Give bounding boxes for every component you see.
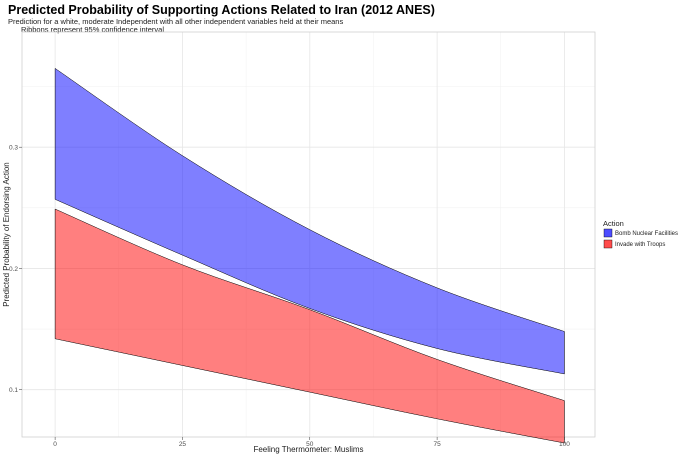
- legend-title: Action: [603, 219, 624, 228]
- x-tick-label: 25: [179, 441, 187, 448]
- y-tick-label: 0.1: [9, 387, 18, 394]
- y-tick-label: 0.3: [9, 144, 18, 151]
- ribbons: [54, 68, 565, 444]
- y-axis-title: Predicted Probability of Endorsing Actio…: [2, 162, 11, 307]
- x-tick-label: 100: [559, 441, 570, 448]
- legend-label-invade-with-troops: Invade with Troops: [615, 242, 665, 248]
- y-tick-label: 0.2: [9, 266, 18, 273]
- ribbon-invade-with-troops: [54, 208, 565, 444]
- legend: Action Bomb Nuclear Facilities Invade wit…: [603, 219, 678, 249]
- chart-title: Predicted Probability of Supporting Acti…: [8, 3, 435, 17]
- legend-key-invade-with-troops: [603, 239, 613, 249]
- panel-border: [21, 31, 596, 438]
- x-tick-label: 50: [306, 441, 314, 448]
- legend-key-bomb-nuclear-facilities: [603, 228, 613, 238]
- chart-caption: Ribbons represent 95% confidence interva…: [21, 25, 165, 34]
- x-tick-label: 75: [433, 441, 441, 448]
- ribbon-bomb-nuclear-facilities: [54, 68, 565, 375]
- legend-label-bomb-nuclear-facilities: Bomb Nuclear Facilities: [615, 231, 678, 237]
- x-tick-label: 0: [53, 441, 57, 448]
- axis-ticks: 0 25 50 75 100 0.1 0.2 0.3: [9, 144, 570, 448]
- chart-subtitle: Prediction for a white, moderate Indepen…: [8, 17, 344, 26]
- x-axis-title: Feeling Thermometer: Muslims: [253, 445, 363, 454]
